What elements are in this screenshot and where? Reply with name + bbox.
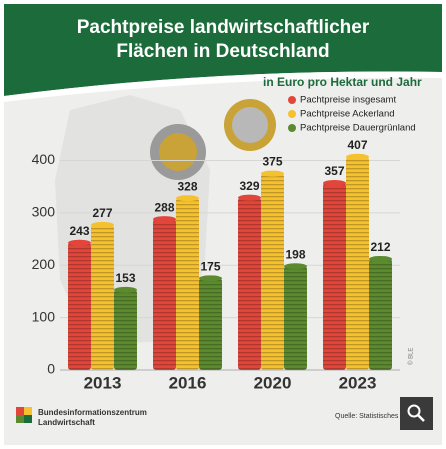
subtitle: in Euro pro Hektar und Jahr (263, 75, 422, 89)
value-label: 375 (262, 155, 282, 169)
coin (224, 99, 276, 151)
bar (91, 221, 114, 370)
header-curve (4, 71, 442, 102)
legend-label: Pachtpreise Ackerland (300, 109, 395, 120)
bar (261, 170, 284, 370)
bar (199, 275, 222, 370)
bar (68, 239, 91, 370)
bar (176, 195, 199, 370)
value-label: 153 (115, 271, 135, 285)
value-label: 212 (370, 240, 390, 254)
legend-marker (288, 110, 296, 118)
y-tick-label: 100 (32, 308, 56, 324)
bar (114, 286, 137, 370)
value-label: 357 (324, 164, 344, 178)
legend-label: Pachtpreise Dauergrünland (300, 123, 416, 134)
x-tick-label: 2020 (254, 373, 292, 392)
logo (16, 407, 32, 423)
y-tick-label: 200 (32, 256, 56, 272)
value-label: 328 (177, 179, 197, 193)
title-line: Flächen in Deutschland (116, 41, 329, 62)
value-label: 198 (285, 247, 305, 261)
zoom-button[interactable] (400, 397, 433, 430)
bar (238, 194, 261, 370)
coin (150, 124, 206, 180)
logo-text: Landwirtschaft (38, 418, 95, 427)
value-label: 329 (239, 179, 259, 193)
bar (346, 153, 369, 370)
value-label: 243 (69, 224, 89, 238)
bar (284, 263, 307, 370)
header-band (4, 4, 442, 96)
value-label: 288 (154, 200, 174, 214)
legend-marker (288, 96, 296, 104)
x-tick-label: 2016 (169, 373, 207, 392)
bar (153, 216, 176, 370)
y-tick-label: 300 (32, 204, 56, 220)
value-label: 175 (200, 260, 220, 274)
value-label: 407 (347, 138, 367, 152)
y-tick-label: 400 (32, 151, 56, 167)
legend-label: Pachtpreise insgesamt (300, 95, 396, 106)
bar (369, 255, 392, 370)
x-tick-label: 2023 (339, 373, 377, 392)
value-label: 277 (92, 206, 112, 220)
source: Quelle: Statistisches (335, 413, 399, 420)
logo-text: Bundesinformationszentrum (38, 408, 147, 417)
y-tick-label: 0 (47, 361, 55, 377)
credit: © BLE (408, 348, 415, 365)
title-line: Pachtpreise landwirtschaftlicher (77, 17, 370, 38)
bar (323, 180, 346, 370)
x-tick-label: 2013 (84, 373, 122, 392)
legend-marker (288, 124, 296, 132)
